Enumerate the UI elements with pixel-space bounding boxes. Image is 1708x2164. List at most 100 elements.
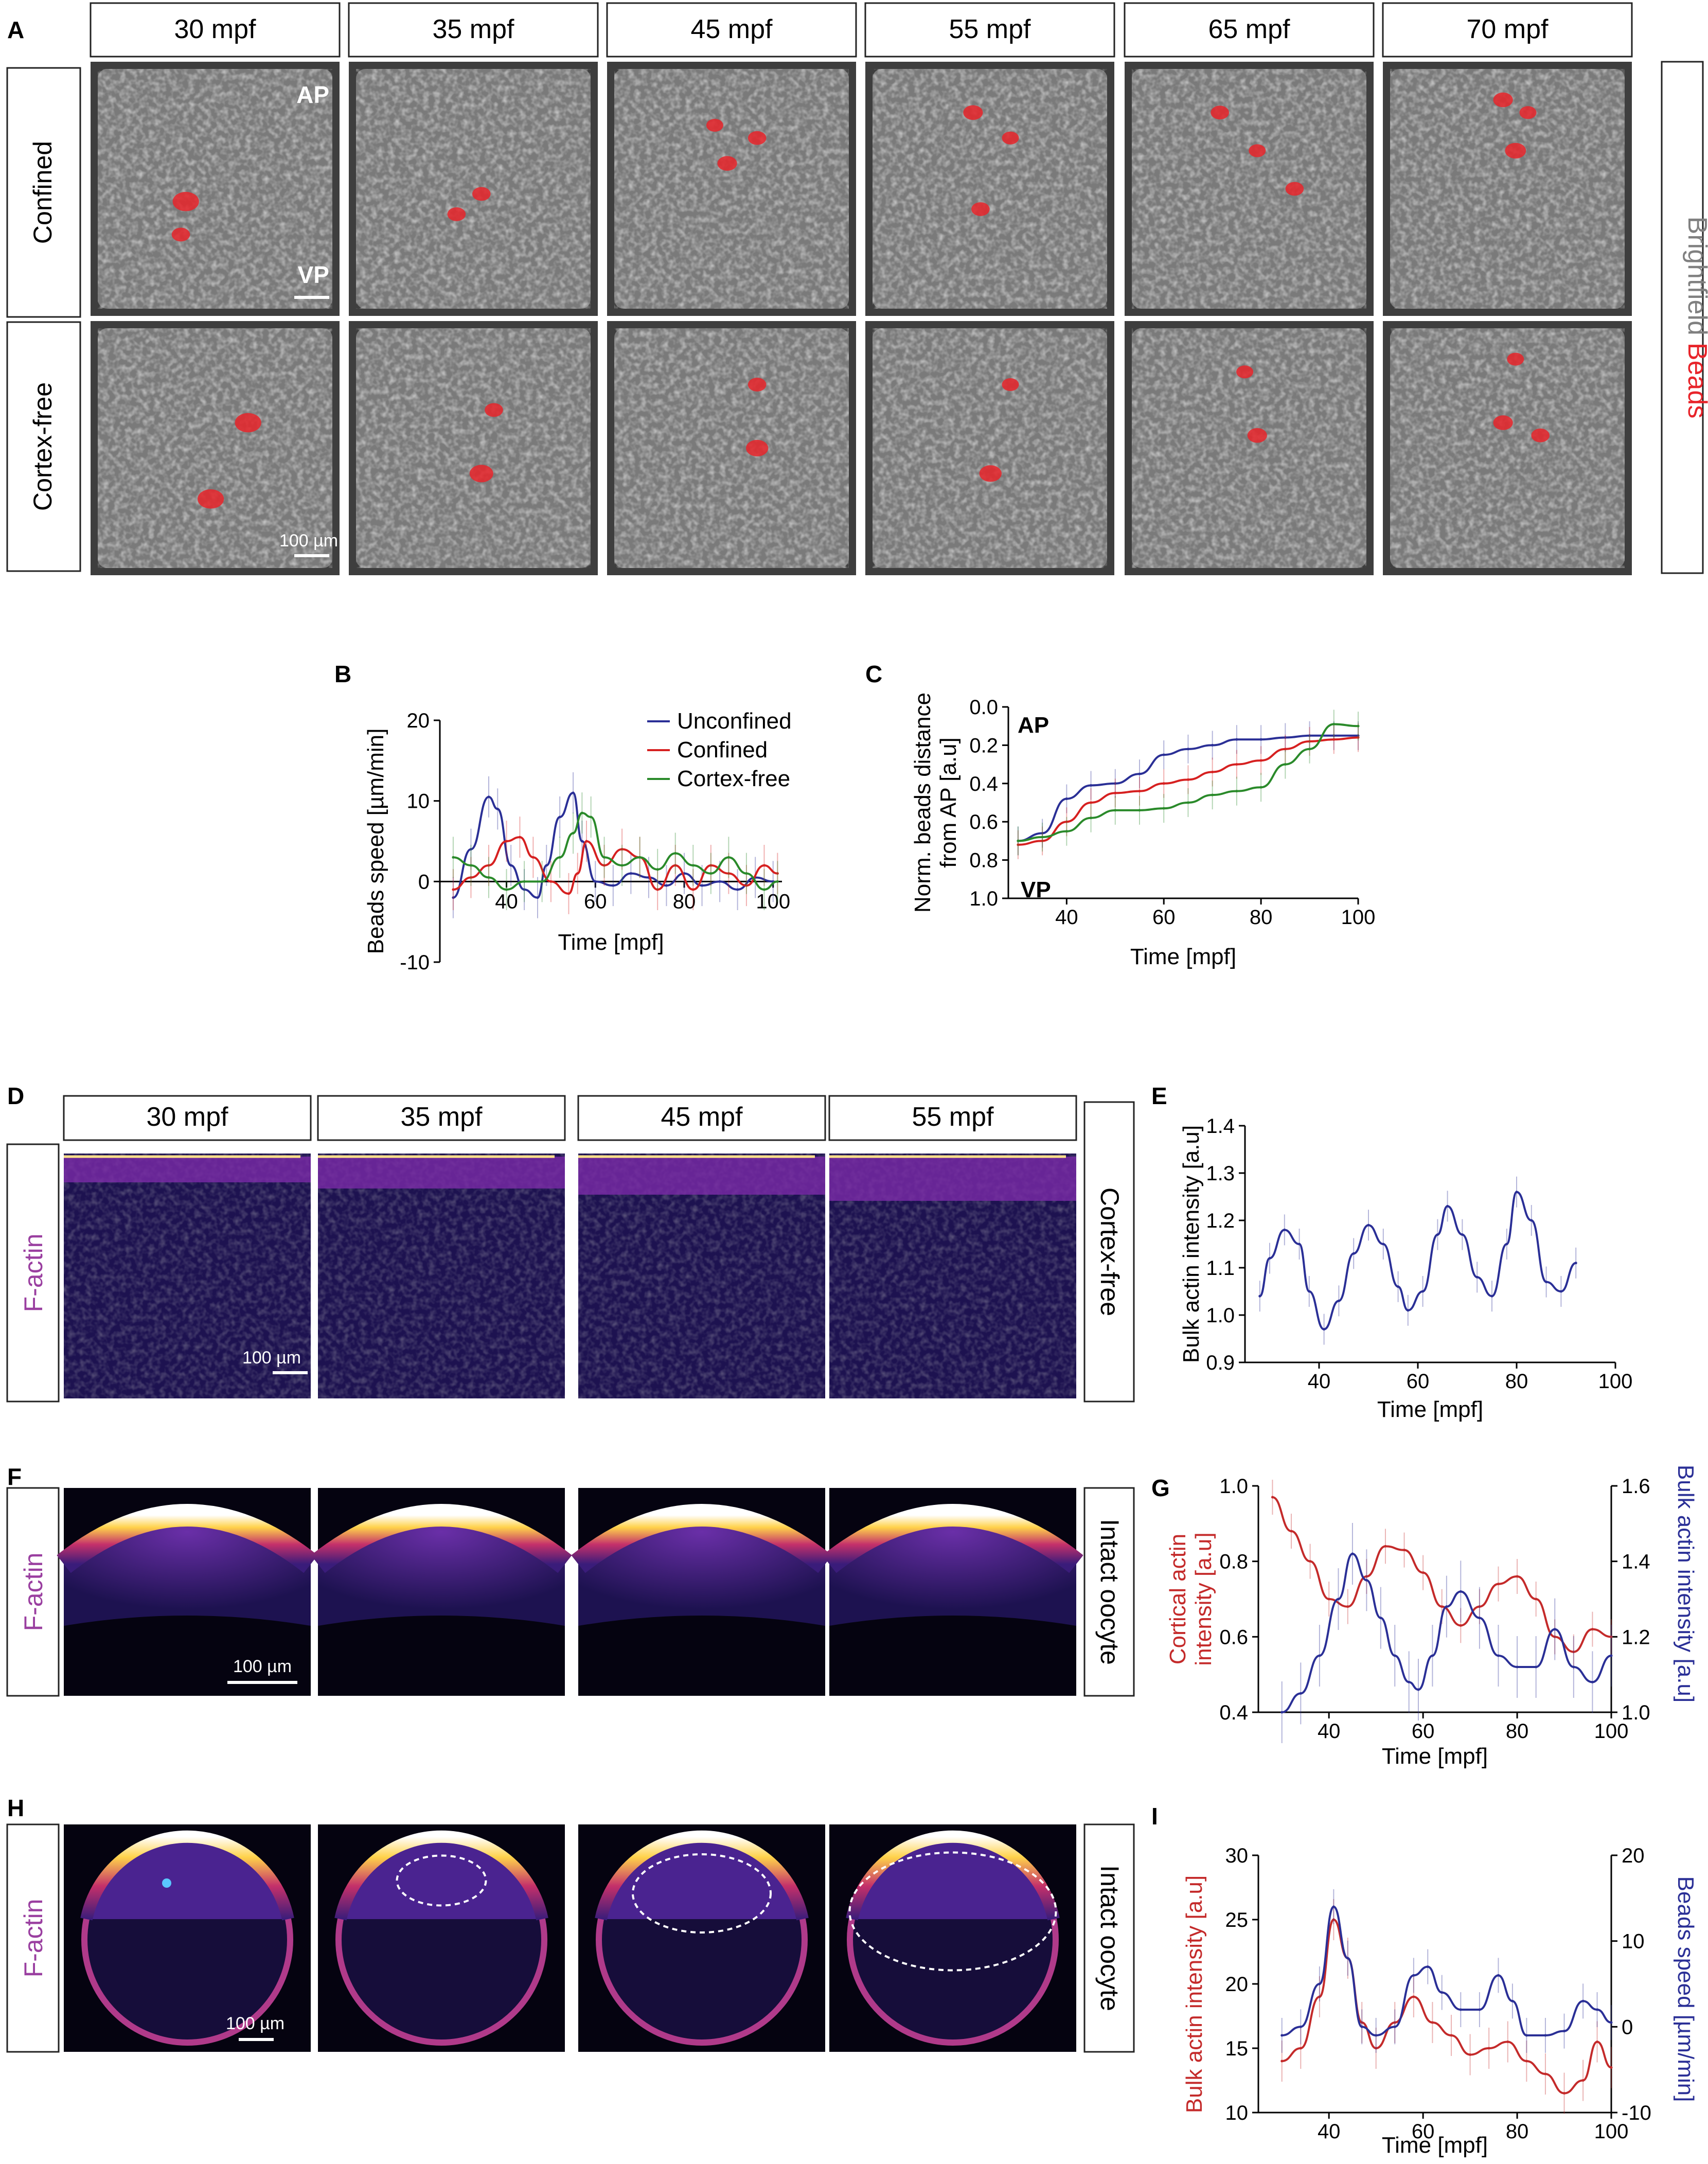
time-header-d-3: 55 mpf — [912, 1102, 994, 1132]
time-header-a-5: 70 mpf — [1467, 14, 1549, 44]
b-series-1-point-10 — [603, 864, 606, 867]
bf-texture-0-0 — [98, 69, 332, 309]
b-y-tick-label-0: -10 — [400, 951, 430, 974]
i-xlabel: Time [mpf] — [1382, 2133, 1488, 2158]
c-series-1-point-1 — [1041, 839, 1044, 842]
bead-0-3-2 — [971, 202, 990, 216]
g-series-1-point-18 — [1572, 1665, 1575, 1669]
e-series-0-point-4 — [1308, 1290, 1311, 1293]
i-series-1-point-4 — [1346, 1957, 1349, 1960]
g-y-tick-label-3: 1.0 — [1219, 1475, 1248, 1498]
b-series-2-point-11 — [620, 864, 624, 867]
oocyte-dome-h-0 — [86, 1836, 288, 1919]
oocyte-bulk-f-3 — [829, 1515, 1076, 1626]
c-series-0-point-9 — [1235, 738, 1238, 741]
oocyte-cap-h-1 — [334, 1830, 548, 1921]
i-series-0-point-10 — [1450, 2034, 1453, 2037]
c-series-1-point-12 — [1308, 740, 1311, 743]
oocyte-cortex-f-1 — [311, 1504, 572, 1573]
i-series-0-point-16 — [1563, 2092, 1566, 2095]
c-y-tick-label-3: 0.6 — [969, 811, 998, 833]
b-series-1-point-18 — [745, 884, 748, 887]
bead-marker-h — [162, 1878, 171, 1888]
ap-label: AP — [296, 81, 329, 108]
b-series-0-point-1 — [469, 848, 472, 851]
oocyte-dome-h-2 — [601, 1836, 803, 1919]
b-series-1-point-8 — [576, 872, 579, 875]
side-box-d-right — [1083, 1101, 1135, 1403]
factin-cap-d-3 — [829, 1157, 1076, 1201]
i-series-0-line — [1282, 1918, 1612, 2095]
dome-outline-h-2 — [632, 1853, 772, 1934]
bead-1-1-1 — [485, 403, 503, 417]
b-series-0-point-13 — [629, 872, 632, 875]
b-series-0-point-10 — [580, 840, 583, 843]
bead-1-5-2 — [1507, 352, 1524, 366]
b-series-1-point-4 — [518, 836, 521, 839]
c-series-1-point-14 — [1357, 736, 1360, 739]
g-series-1-point-15 — [1516, 1665, 1519, 1669]
bead-0-3-0 — [963, 105, 983, 120]
i-series-0-point-18 — [1596, 2041, 1599, 2043]
g-x-tick-label-0: 40 — [1318, 1720, 1341, 1743]
c-series-1-point-13 — [1332, 738, 1336, 741]
oocyte-bulk-f-1 — [318, 1515, 565, 1626]
panel-f-image-row — [57, 1488, 1083, 1696]
c-series-2-point-0 — [1017, 839, 1020, 842]
side-box-d-left — [6, 1143, 60, 1403]
oocyte-bulk-f-0 — [64, 1515, 311, 1626]
bf-texture-1-0 — [98, 328, 332, 568]
e-series-0-point-14 — [1446, 1204, 1449, 1208]
i-series-1-point-5 — [1360, 2025, 1363, 2028]
c-series-0-point-13 — [1332, 734, 1336, 737]
i-series-1-point-19 — [1596, 2008, 1599, 2011]
b-series-2-point-20 — [776, 880, 779, 883]
g-series-0-point-4 — [1346, 1605, 1349, 1608]
i-series-0-point-1 — [1299, 2047, 1302, 2050]
c-x-tick-label-2: 80 — [1250, 906, 1273, 929]
b-ylabel: Beads speed [µm/min] — [363, 729, 388, 954]
oocyte-cap-h-0 — [80, 1830, 294, 1921]
b-series-2-point-17 — [727, 856, 730, 859]
bf-texture-0-2 — [614, 69, 849, 309]
c-series-2-point-13 — [1332, 722, 1336, 725]
c-y-tick-label-2: 0.4 — [969, 773, 998, 795]
row-label-confined: Confined — [28, 141, 57, 244]
g-series-1-point-4 — [1351, 1552, 1354, 1555]
c-series-0-point-7 — [1186, 748, 1189, 751]
time-header-a-1: 35 mpf — [433, 14, 515, 44]
i-x-tick-label-1: 60 — [1412, 2120, 1435, 2143]
b-y-tick-label-1: 0 — [418, 871, 430, 893]
g-series-0-point-8 — [1421, 1571, 1425, 1574]
i-series-1-point-6 — [1375, 2034, 1378, 2037]
g-series-1-point-12 — [1459, 1590, 1462, 1593]
i-series-0-point-13 — [1506, 2041, 1509, 2043]
time-header-d-0: 30 mpf — [147, 1102, 229, 1132]
c-series-0-point-3 — [1090, 784, 1093, 787]
c-series-0-point-10 — [1259, 738, 1262, 741]
b-series-0-point-8 — [558, 815, 561, 819]
b-series-1-point-1 — [469, 876, 472, 879]
e-series-0-point-21 — [1545, 1281, 1548, 1284]
b-x-tick-label-2: 80 — [673, 890, 696, 913]
g-series-1-point-3 — [1337, 1598, 1340, 1601]
i-y-tick-label-0: 10 — [1225, 2102, 1249, 2124]
side-box-h-right — [1083, 1823, 1135, 2053]
panel-b: B 40 60 80 100 -10 0 10 20 Time [mpf] Beads speed… — [334, 661, 792, 974]
factin-cap-d-2 — [578, 1157, 825, 1195]
side-box-f-left — [6, 1487, 60, 1697]
bf-texture-0-4 — [1132, 69, 1366, 309]
e-series-0-point-1 — [1268, 1257, 1271, 1260]
panel-e: E 40 60 80 100 0.9 1.0 1.1 1.2 1.3 1.4 Time [mpf] B… — [1151, 1083, 1632, 1422]
panel-a-time-headers: 30 mpf 35 mpf 45 mpf 55 mpf 65 mpf 70 mpf — [90, 2, 1633, 58]
i-series-1-point-13 — [1497, 1974, 1500, 1977]
e-series-0-point-18 — [1505, 1243, 1508, 1246]
g-series-0-point-7 — [1403, 1549, 1406, 1552]
e-series-0-point-17 — [1490, 1294, 1493, 1298]
c-series-1-point-6 — [1162, 782, 1165, 785]
g-series-1-point-13 — [1478, 1617, 1481, 1620]
b-series-0-point-4 — [509, 864, 512, 867]
bead-0-0-1 — [171, 227, 190, 242]
bf-texture-1-4 — [1132, 328, 1366, 568]
e-series-0-point-3 — [1298, 1243, 1301, 1246]
